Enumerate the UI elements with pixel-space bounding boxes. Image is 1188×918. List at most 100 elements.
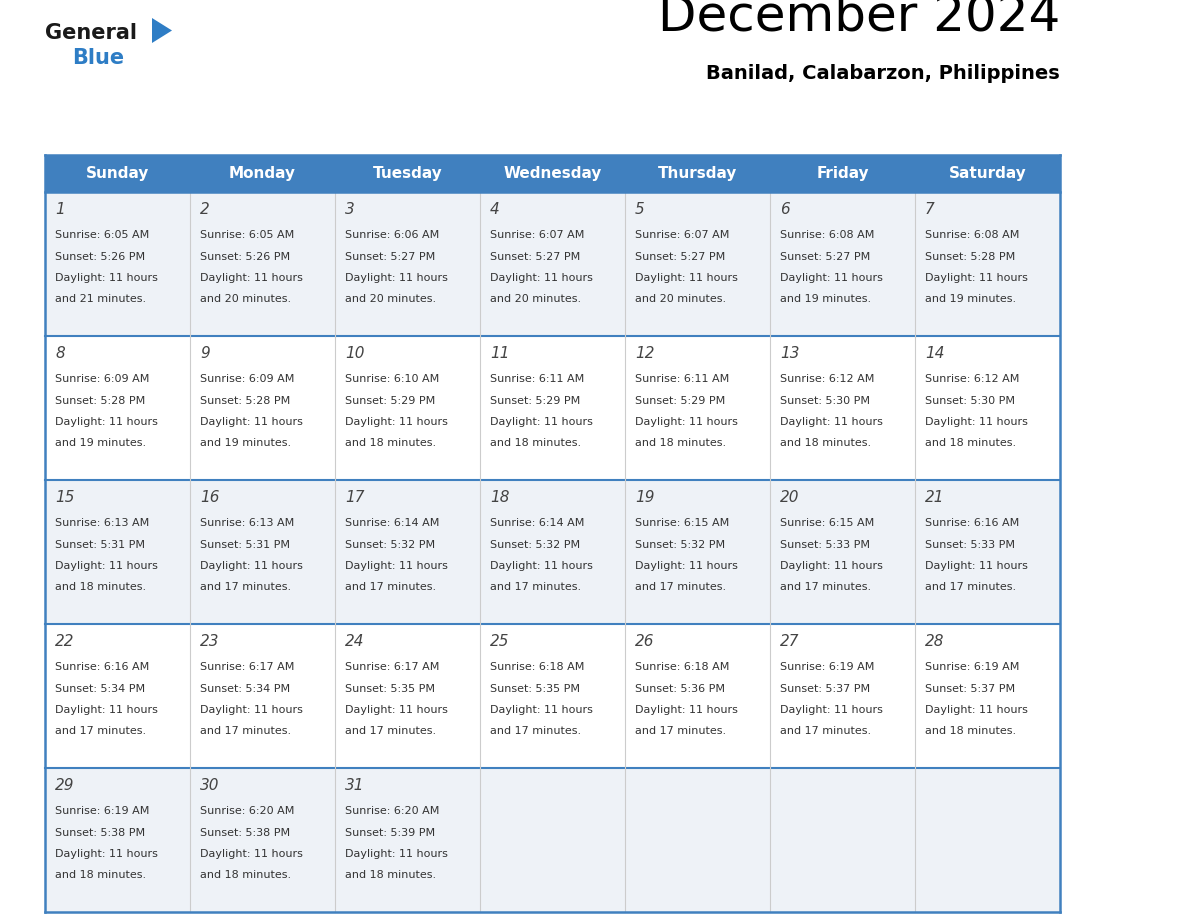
Text: 2: 2 [200,202,210,217]
Text: and 20 minutes.: and 20 minutes. [489,295,581,305]
Text: Sunrise: 6:19 AM: Sunrise: 6:19 AM [925,662,1019,672]
Bar [770,768,915,912]
Text: Sunset: 5:28 PM: Sunset: 5:28 PM [925,252,1016,262]
Text: 10: 10 [345,346,365,361]
Text: Sunset: 5:32 PM: Sunset: 5:32 PM [489,540,580,550]
Text: Sunset: 5:34 PM: Sunset: 5:34 PM [200,684,290,693]
Text: 18: 18 [489,490,510,505]
Bar [335,480,480,624]
Text: Daylight: 11 hours: Daylight: 11 hours [55,561,158,571]
Text: Daylight: 11 hours: Daylight: 11 hours [489,417,593,427]
Text: and 17 minutes.: and 17 minutes. [781,583,871,592]
Text: Sunset: 5:26 PM: Sunset: 5:26 PM [55,252,145,262]
Text: Saturday: Saturday [949,166,1026,181]
Text: 21: 21 [925,490,944,505]
Text: 13: 13 [781,346,800,361]
Text: and 18 minutes.: and 18 minutes. [200,870,291,880]
Bar [915,768,1060,912]
Bar [335,768,480,912]
Text: December 2024: December 2024 [658,0,1060,40]
Text: Sunrise: 6:06 AM: Sunrise: 6:06 AM [345,230,440,240]
Text: Daylight: 11 hours: Daylight: 11 hours [781,561,883,571]
Text: 3: 3 [345,202,355,217]
Text: Blue: Blue [72,48,124,68]
Text: and 17 minutes.: and 17 minutes. [345,726,436,736]
Text: Daylight: 11 hours: Daylight: 11 hours [200,417,303,427]
Text: Sunrise: 6:20 AM: Sunrise: 6:20 AM [345,806,440,816]
Text: Sunday: Sunday [86,166,150,181]
Text: and 18 minutes.: and 18 minutes. [55,870,146,880]
Text: Sunset: 5:39 PM: Sunset: 5:39 PM [345,827,435,837]
Text: Sunset: 5:26 PM: Sunset: 5:26 PM [200,252,290,262]
Text: 24: 24 [345,634,365,649]
Text: Sunset: 5:27 PM: Sunset: 5:27 PM [489,252,580,262]
Text: Sunset: 5:35 PM: Sunset: 5:35 PM [345,684,435,693]
Text: Daylight: 11 hours: Daylight: 11 hours [55,705,158,715]
Text: Daylight: 11 hours: Daylight: 11 hours [345,561,448,571]
Text: Sunrise: 6:19 AM: Sunrise: 6:19 AM [781,662,874,672]
Text: Sunset: 5:31 PM: Sunset: 5:31 PM [200,540,290,550]
Text: Sunset: 5:30 PM: Sunset: 5:30 PM [925,396,1015,406]
Bar [45,480,190,624]
Bar [625,192,770,336]
Text: Sunset: 5:29 PM: Sunset: 5:29 PM [489,396,580,406]
Bar [480,480,625,624]
Text: Sunset: 5:33 PM: Sunset: 5:33 PM [925,540,1015,550]
Bar [45,192,190,336]
Text: Sunrise: 6:15 AM: Sunrise: 6:15 AM [781,518,874,528]
Text: Daylight: 11 hours: Daylight: 11 hours [636,417,738,427]
Text: Sunrise: 6:17 AM: Sunrise: 6:17 AM [200,662,295,672]
Text: Sunrise: 6:08 AM: Sunrise: 6:08 AM [781,230,874,240]
Text: 22: 22 [55,634,75,649]
Text: Daylight: 11 hours: Daylight: 11 hours [925,705,1028,715]
Bar [625,768,770,912]
Bar [915,624,1060,768]
Text: Sunrise: 6:05 AM: Sunrise: 6:05 AM [55,230,150,240]
Text: and 17 minutes.: and 17 minutes. [200,583,291,592]
Text: 30: 30 [200,778,220,793]
Text: 15: 15 [55,490,75,505]
Bar [335,336,480,480]
Text: Daylight: 11 hours: Daylight: 11 hours [200,849,303,859]
Text: and 19 minutes.: and 19 minutes. [925,295,1016,305]
Text: Sunset: 5:37 PM: Sunset: 5:37 PM [925,684,1015,693]
Text: Daylight: 11 hours: Daylight: 11 hours [55,417,158,427]
Text: and 17 minutes.: and 17 minutes. [636,726,726,736]
Text: and 17 minutes.: and 17 minutes. [489,583,581,592]
Text: Sunrise: 6:13 AM: Sunrise: 6:13 AM [200,518,295,528]
Bar [625,624,770,768]
Text: and 17 minutes.: and 17 minutes. [345,583,436,592]
Text: Sunrise: 6:19 AM: Sunrise: 6:19 AM [55,806,150,816]
Bar [45,624,190,768]
Text: Daylight: 11 hours: Daylight: 11 hours [489,273,593,283]
Bar [770,480,915,624]
Text: 17: 17 [345,490,365,505]
Text: Daylight: 11 hours: Daylight: 11 hours [925,273,1028,283]
Text: Sunrise: 6:07 AM: Sunrise: 6:07 AM [636,230,729,240]
Bar [480,624,625,768]
Text: Sunrise: 6:10 AM: Sunrise: 6:10 AM [345,374,440,384]
Text: 31: 31 [345,778,365,793]
Bar [770,336,915,480]
Text: 1: 1 [55,202,65,217]
Text: Daylight: 11 hours: Daylight: 11 hours [925,561,1028,571]
Text: Sunrise: 6:14 AM: Sunrise: 6:14 AM [345,518,440,528]
Text: Sunrise: 6:05 AM: Sunrise: 6:05 AM [200,230,295,240]
Text: Sunrise: 6:09 AM: Sunrise: 6:09 AM [55,374,150,384]
Text: General: General [45,23,137,43]
Bar [480,192,625,336]
Text: and 20 minutes.: and 20 minutes. [345,295,436,305]
Text: Sunset: 5:30 PM: Sunset: 5:30 PM [781,396,870,406]
Text: Sunset: 5:35 PM: Sunset: 5:35 PM [489,684,580,693]
Bar [335,624,480,768]
Text: and 20 minutes.: and 20 minutes. [200,295,291,305]
Text: 7: 7 [925,202,935,217]
Text: Daylight: 11 hours: Daylight: 11 hours [345,417,448,427]
Text: Sunrise: 6:07 AM: Sunrise: 6:07 AM [489,230,584,240]
Text: and 17 minutes.: and 17 minutes. [55,726,146,736]
Text: Sunset: 5:27 PM: Sunset: 5:27 PM [781,252,871,262]
Text: Banilad, Calabarzon, Philippines: Banilad, Calabarzon, Philippines [706,64,1060,83]
Text: Daylight: 11 hours: Daylight: 11 hours [345,273,448,283]
Bar [190,192,335,336]
Text: Sunset: 5:32 PM: Sunset: 5:32 PM [636,540,725,550]
